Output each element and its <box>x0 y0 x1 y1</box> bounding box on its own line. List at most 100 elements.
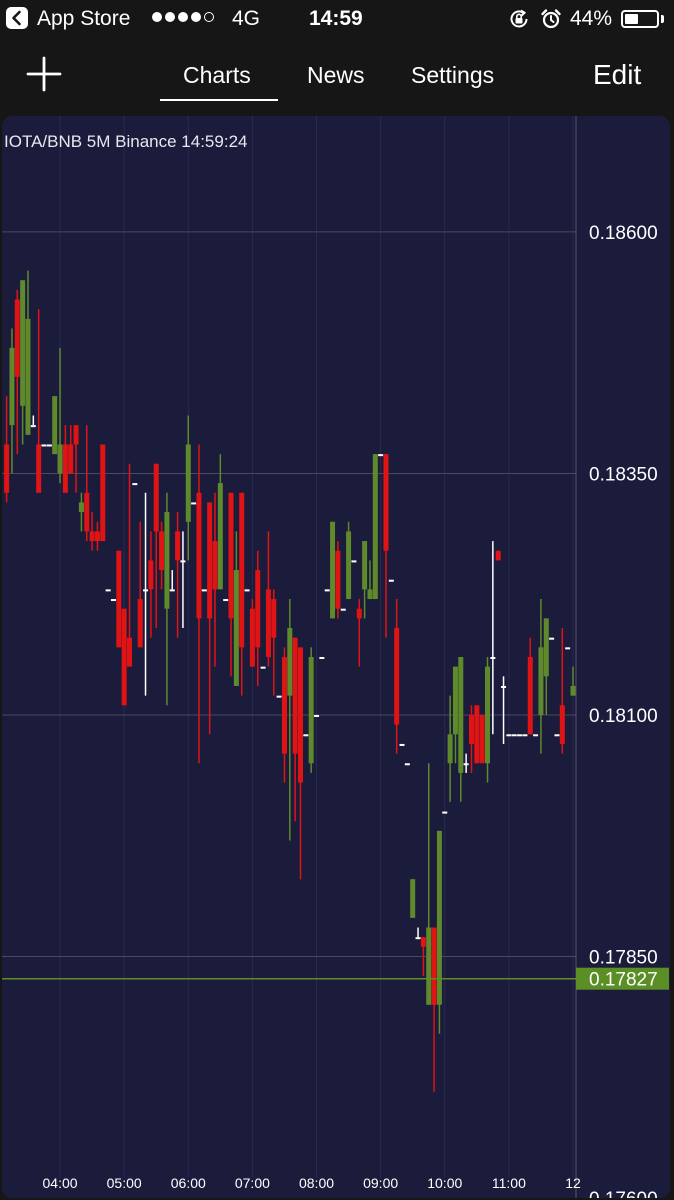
candle-body <box>372 454 378 600</box>
candle-body <box>511 734 517 737</box>
battery-percent: 44% <box>570 7 613 30</box>
nav-bar: Charts News Settings Edit <box>0 38 674 114</box>
candle-body <box>78 502 84 513</box>
candle-body <box>404 763 410 766</box>
candle-body <box>94 531 100 542</box>
candle-body <box>164 512 170 609</box>
candle-body <box>207 502 213 619</box>
tab-charts[interactable]: Charts <box>183 62 251 88</box>
candle-body <box>495 550 501 561</box>
candle-body <box>410 879 416 918</box>
candle-body <box>41 444 47 447</box>
last-price-label: 0.17827 <box>589 970 658 991</box>
candle-body <box>501 685 507 688</box>
alarm-clock-icon <box>540 8 562 35</box>
candle-body <box>260 666 266 669</box>
candle-body <box>196 492 202 619</box>
candle-body <box>442 811 448 814</box>
candle-body <box>319 657 325 659</box>
candle-body <box>185 444 191 522</box>
candle-body <box>351 560 357 563</box>
candle-body <box>30 425 36 428</box>
candle-body <box>265 589 271 657</box>
candle-body <box>362 541 368 590</box>
candle-body <box>314 714 320 717</box>
signal-dots-icon <box>152 12 214 22</box>
candle-body <box>468 714 474 744</box>
candle-body <box>287 628 293 696</box>
candle-body <box>159 531 165 571</box>
tab-news[interactable]: News <box>307 62 365 88</box>
candle-body <box>335 550 341 609</box>
candle-body <box>116 550 122 648</box>
candle-body <box>559 705 565 744</box>
candle-body <box>506 734 512 737</box>
candle-body <box>447 734 453 764</box>
candle-body <box>239 492 245 648</box>
candle-body <box>474 705 480 764</box>
candle-body <box>46 444 52 447</box>
candle-body <box>153 463 159 532</box>
candle-body <box>271 599 277 638</box>
candle-body <box>292 637 298 754</box>
candle-body <box>62 444 68 493</box>
candle-body <box>538 647 544 715</box>
time-axis-label: 04:00 <box>43 1175 78 1191</box>
candle-body <box>415 937 421 940</box>
last-price-tag <box>576 967 669 990</box>
candle-body <box>228 492 234 619</box>
candle-body <box>201 589 207 592</box>
candle-body <box>110 599 116 602</box>
candle-body <box>57 444 63 474</box>
time-axis-label: 11:00 <box>492 1175 526 1191</box>
plus-icon[interactable] <box>24 54 64 94</box>
candle-body <box>565 647 571 650</box>
battery-level <box>625 14 639 24</box>
chart-title: IOTA/BNB 5M Binance 14:59:24 <box>4 132 248 151</box>
network-type: 4G <box>232 7 261 30</box>
candle-body <box>533 734 539 737</box>
candle-body <box>36 444 42 493</box>
back-arrow-icon[interactable] <box>6 7 28 29</box>
candle-body <box>570 685 576 696</box>
candle-body <box>223 599 229 602</box>
candle-body <box>25 318 31 435</box>
chart-panel[interactable]: 0.18600 0.18350 0.18100 0.17850 0.17600 0.178… <box>2 116 670 1198</box>
candle-body <box>52 396 58 455</box>
tab-settings[interactable]: Settings <box>411 62 495 88</box>
candlestick-chart[interactable]: 0.18600 0.18350 0.18100 0.17850 0.17600 0.178… <box>2 116 670 1198</box>
price-axis-label: 0.18350 <box>589 464 658 485</box>
candle-body <box>297 647 303 783</box>
candle-body <box>340 608 346 611</box>
time-axis-label: 10:00 <box>427 1175 462 1191</box>
battery-icon <box>621 10 659 28</box>
candle-body <box>549 637 555 640</box>
active-tab-indicator <box>160 99 278 101</box>
candle-body <box>191 502 197 505</box>
candle-body <box>73 425 79 445</box>
back-to-app-store[interactable]: App Store <box>37 7 131 30</box>
candle-body <box>20 280 26 406</box>
price-axis-label: 0.18100 <box>589 706 658 727</box>
candle-body <box>84 492 90 532</box>
candle-body <box>89 531 95 542</box>
candle-body <box>217 483 223 590</box>
candle-body <box>169 589 175 592</box>
candle-body <box>68 444 74 474</box>
candle-body <box>137 599 143 648</box>
candle-body <box>175 531 181 561</box>
candle-body <box>420 937 426 947</box>
candle-body <box>127 637 133 667</box>
candle-body <box>233 570 239 686</box>
status-bar: App Store 4G 14:59 44% <box>0 0 674 38</box>
candle-body <box>452 666 458 735</box>
edit-button[interactable]: Edit <box>593 59 642 90</box>
candle-body <box>100 444 106 542</box>
candle-body <box>121 608 127 706</box>
candle-body <box>180 560 186 563</box>
candle-body <box>356 608 362 619</box>
price-axis-label: 0.18600 <box>589 223 658 244</box>
candle-body <box>485 666 491 764</box>
candle-body <box>330 521 336 619</box>
candle-body <box>383 454 389 551</box>
